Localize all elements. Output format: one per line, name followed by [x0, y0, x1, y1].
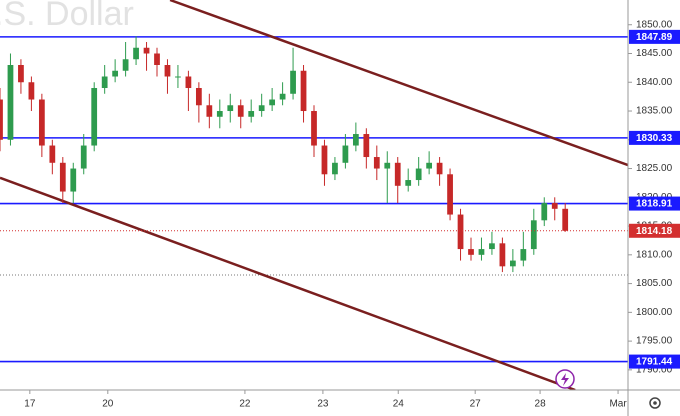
- x-tick-label: 20: [102, 399, 114, 410]
- x-tick-label: 23: [317, 399, 329, 410]
- candle-body: [122, 59, 129, 71]
- candle-body: [70, 168, 77, 192]
- level-label: 1818.91: [636, 199, 673, 210]
- level-label-box: [629, 130, 680, 145]
- candle-body: [332, 162, 338, 175]
- candle-body: [206, 105, 213, 117]
- candle-body: [300, 70, 307, 112]
- level-label-box: [629, 29, 680, 44]
- plot-area: .S. Dollar: [0, 0, 628, 390]
- candle-body: [195, 88, 202, 106]
- y-tick-label: 1835.00: [636, 106, 673, 117]
- candle-body: [321, 145, 328, 175]
- y-tick-label: 1790.00: [636, 365, 673, 376]
- candle-body: [290, 70, 296, 94]
- candle-body: [49, 145, 56, 163]
- candle-body: [342, 145, 349, 163]
- candle-body: [541, 203, 548, 221]
- y-tick-label: 1795.00: [636, 336, 673, 347]
- candle-body: [248, 111, 255, 117]
- level-label: 1847.89: [636, 32, 673, 43]
- candle-body: [468, 249, 474, 255]
- level-label: 1830.33: [636, 133, 673, 144]
- last-price-label-box: [629, 223, 680, 238]
- candle-body: [258, 105, 265, 112]
- x-tick-label: 28: [535, 399, 547, 410]
- candle-body: [394, 162, 401, 186]
- level-label: 1791.44: [636, 357, 673, 368]
- candle-body: [28, 82, 35, 100]
- x-tick-label: 22: [239, 399, 251, 410]
- y-tick-label: 1810.00: [636, 249, 673, 260]
- candle-body: [352, 134, 359, 146]
- candle-body: [551, 203, 558, 209]
- y-tick-label: 1825.00: [636, 163, 673, 174]
- candle-body: [415, 168, 422, 181]
- x-tick-label: Mar: [609, 399, 627, 410]
- event-icon-bolt: [561, 373, 569, 386]
- candle-body: [38, 99, 45, 146]
- trend-line: [169, 0, 628, 167]
- trend-line: [0, 176, 576, 390]
- candle-body: [384, 162, 391, 169]
- y-tick-label: 1800.00: [636, 307, 673, 318]
- candle-body: [311, 111, 317, 146]
- candle-body: [91, 88, 98, 146]
- last-price-label: 1814.18: [636, 226, 673, 237]
- candle-body: [164, 65, 171, 77]
- candle-body: [175, 76, 181, 78]
- settings-icon-center: [653, 401, 657, 405]
- candle-body: [0, 99, 3, 140]
- candle-body: [447, 174, 453, 215]
- candle-body: [457, 214, 464, 250]
- level-label-box: [629, 354, 680, 369]
- overlay: [555, 369, 661, 409]
- candle-body: [279, 93, 286, 100]
- candle-body: [489, 243, 495, 250]
- candle-body: [143, 47, 150, 54]
- candle-body: [154, 53, 160, 65]
- x-tick-label: 17: [24, 399, 36, 410]
- y-tick-label: 1840.00: [636, 77, 673, 88]
- candle-body: [436, 162, 443, 175]
- settings-icon[interactable]: [649, 397, 661, 409]
- candle-body: [133, 47, 139, 60]
- candle-body: [112, 70, 119, 77]
- candle-body: [101, 76, 108, 89]
- candle-body: [269, 99, 276, 106]
- candle-body: [227, 105, 234, 112]
- candle-body: [216, 111, 223, 117]
- candle-body: [426, 162, 433, 169]
- candle-body: [80, 145, 87, 169]
- candle-body: [509, 260, 516, 267]
- candle-body: [373, 157, 380, 169]
- candle-body: [363, 134, 370, 158]
- y-tick-label: 1845.00: [636, 48, 673, 59]
- x-tick-label: 24: [393, 399, 405, 410]
- y-tick-label: 1850.00: [636, 19, 673, 30]
- candle-body: [520, 249, 527, 261]
- x-tick-label: 27: [470, 399, 482, 410]
- candle-body: [405, 180, 412, 186]
- candle-body: [18, 65, 24, 83]
- candle-body: [237, 105, 244, 117]
- candle-body: [7, 65, 14, 140]
- y-tick-label: 1805.00: [636, 278, 673, 289]
- candle-body: [562, 208, 569, 231]
- candle-body: [59, 162, 66, 192]
- candle-body: [530, 220, 537, 250]
- candle-body: [478, 249, 485, 255]
- candle-body: [185, 76, 192, 89]
- watermark-title: .S. Dollar: [0, 0, 134, 33]
- level-label-box: [629, 196, 680, 211]
- candle-body: [499, 243, 506, 267]
